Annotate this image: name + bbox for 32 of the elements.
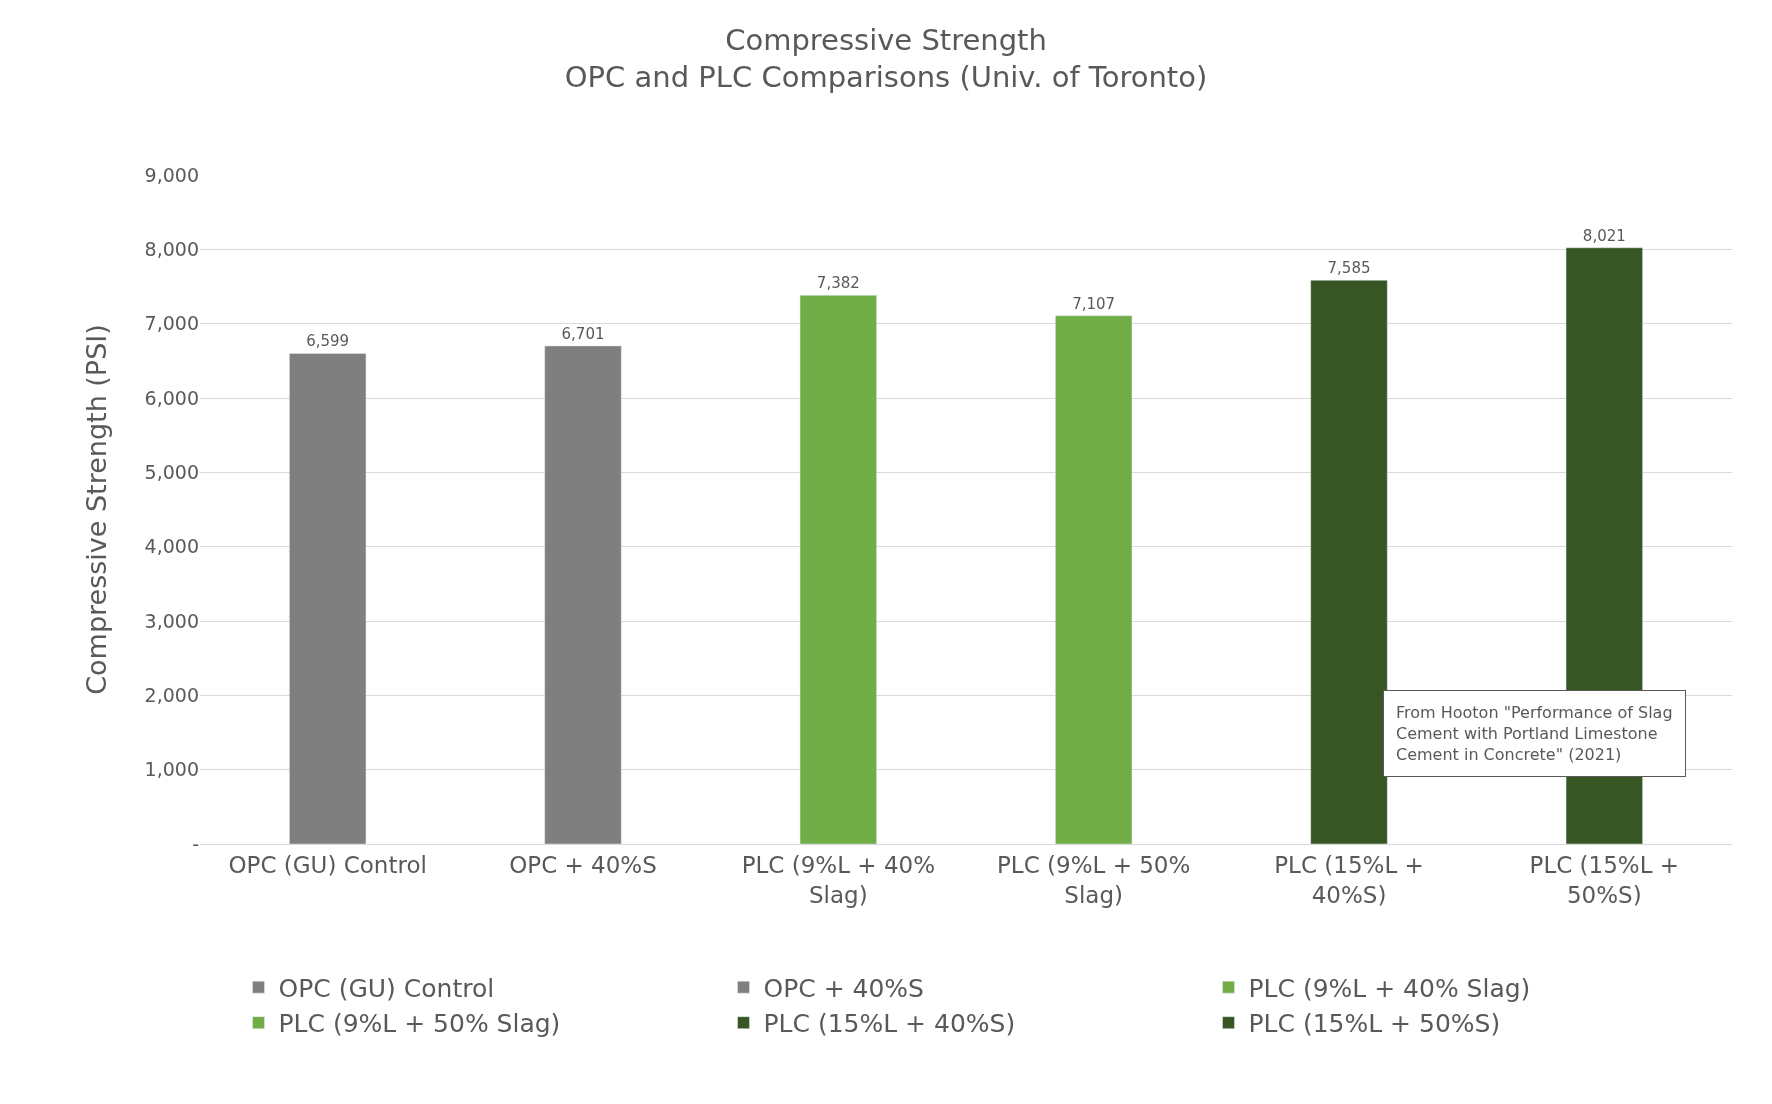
legend-label: OPC (GU) Control: [278, 973, 495, 1003]
y-tick-label: 3,000: [144, 609, 199, 632]
legend-label: PLC (15%L + 50%S): [1248, 1009, 1501, 1039]
data-label: 6,701: [561, 324, 605, 343]
y-tick-label: 8,000: [144, 237, 199, 260]
x-tick-label: OPC + 40%S: [509, 851, 657, 878]
annotation: From Hooton "Performance of Slag Cement with Portland Limestone Cement in Concrete" (2021): [1396, 703, 1673, 764]
y-tick-label: 4,000: [144, 535, 199, 558]
y-tick-label: 5,000: [144, 460, 199, 483]
data-label: 7,107: [1072, 294, 1116, 313]
y-tick-label: 1,000: [144, 758, 199, 781]
chart-title: Compressive Strength: [725, 22, 1047, 57]
chart-subtitle: OPC and PLC Comparisons (Univ. of Toronto): [564, 60, 1208, 95]
x-tick-label: PLC (9%L + 40% Slag): [741, 851, 935, 908]
x-tick-label: PLC (9%L + 50% Slag): [997, 851, 1191, 908]
legend-label: PLC (9%L + 40% Slag): [1248, 973, 1531, 1003]
x-tick-label: PLC (15%L + 40%S): [1274, 851, 1424, 908]
legend-label: PLC (15%L + 40%S): [763, 1009, 1016, 1039]
y-tick-label: 7,000: [144, 312, 199, 335]
y-axis-title: Compressive Strength (PSI): [80, 324, 112, 695]
y-tick-label: 9,000: [144, 163, 199, 186]
x-tick-label: OPC (GU) Control: [228, 851, 427, 878]
legend-label: OPC + 40%S: [763, 973, 924, 1003]
data-label: 7,585: [1327, 259, 1371, 278]
x-tick-label: PLC (15%L + 50%S): [1529, 851, 1680, 908]
y-tick-label: 2,000: [144, 683, 199, 706]
legend-label: PLC (9%L + 50% Slag): [278, 1009, 561, 1039]
data-label: 7,382: [816, 274, 860, 293]
data-label: 8,021: [1582, 226, 1626, 245]
y-tick-label: -: [192, 832, 199, 855]
y-tick-label: 6,000: [144, 386, 199, 409]
data-label: 6,599: [306, 332, 350, 351]
